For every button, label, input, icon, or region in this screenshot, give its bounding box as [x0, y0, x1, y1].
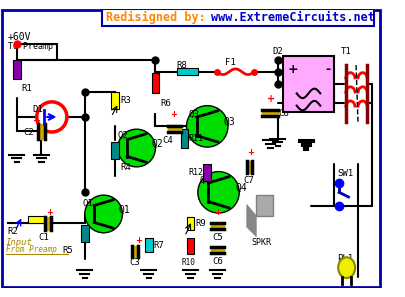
Text: Q4: Q4	[235, 183, 247, 192]
Text: PL1: PL1	[337, 254, 353, 263]
Text: R12: R12	[188, 168, 203, 177]
Text: R4: R4	[121, 163, 131, 172]
Bar	[256, 195, 273, 216]
Text: T1: T1	[341, 47, 352, 56]
Text: SPKR: SPKR	[252, 238, 272, 247]
Text: www.ExtremeCircuits.net: www.ExtremeCircuits.net	[211, 11, 375, 23]
Circle shape	[85, 195, 122, 233]
Text: Q3: Q3	[224, 117, 236, 127]
Bar	[187, 238, 194, 254]
Polygon shape	[247, 205, 256, 237]
Text: C3: C3	[129, 258, 140, 268]
Bar	[132, 246, 139, 257]
Text: Q2: Q2	[151, 138, 163, 148]
Text: C8: C8	[278, 109, 289, 118]
Text: C6: C6	[212, 257, 223, 266]
Text: +: +	[33, 116, 41, 127]
Bar	[111, 92, 119, 109]
Bar	[13, 60, 21, 79]
Bar	[151, 73, 159, 93]
Bar	[187, 217, 194, 230]
Text: R2: R2	[8, 228, 18, 236]
Bar	[102, 9, 374, 26]
Text: R7: R7	[153, 241, 164, 249]
Text: +: +	[135, 236, 142, 245]
Text: SW1: SW1	[337, 169, 353, 178]
Circle shape	[187, 106, 228, 147]
Text: +: +	[247, 148, 254, 157]
Text: +: +	[287, 63, 298, 76]
Text: R10: R10	[182, 257, 196, 266]
Bar	[262, 110, 278, 116]
Text: C2: C2	[23, 129, 34, 138]
Text: Q3: Q3	[188, 110, 199, 119]
Bar	[145, 238, 153, 252]
Text: F1: F1	[226, 58, 236, 67]
Bar	[203, 164, 211, 181]
Bar	[38, 124, 45, 139]
Text: R1: R1	[21, 84, 32, 93]
Text: R6: R6	[160, 99, 171, 108]
Text: Input: Input	[6, 238, 32, 247]
Text: D1: D1	[32, 105, 43, 114]
Text: R11: R11	[188, 134, 203, 143]
Text: R5: R5	[63, 246, 73, 255]
Text: +: +	[46, 208, 53, 217]
Bar	[177, 68, 198, 75]
Text: +: +	[266, 94, 275, 104]
Text: C5: C5	[212, 233, 223, 242]
Text: Q1: Q1	[119, 204, 130, 214]
Bar	[181, 129, 188, 148]
Text: D2: D2	[273, 47, 283, 56]
Ellipse shape	[338, 257, 355, 278]
Bar	[283, 56, 335, 112]
Text: From Preamp: From Preamp	[6, 245, 57, 254]
Circle shape	[198, 172, 239, 213]
Text: C1: C1	[38, 233, 49, 242]
Text: +: +	[214, 208, 221, 217]
Bar	[28, 216, 45, 223]
Bar	[211, 223, 224, 229]
Text: +60V: +60V	[8, 32, 31, 42]
Circle shape	[37, 102, 67, 132]
Text: Q1: Q1	[83, 199, 94, 208]
Text: Redisigned by:: Redisigned by:	[107, 11, 213, 24]
Text: R9: R9	[195, 219, 206, 228]
Bar	[111, 142, 119, 159]
Text: +: +	[171, 110, 177, 119]
Text: C4: C4	[162, 136, 173, 145]
Bar	[168, 126, 181, 132]
Text: -: -	[325, 63, 330, 76]
Text: R8: R8	[177, 61, 187, 69]
Text: R3: R3	[121, 97, 131, 105]
Text: Q2: Q2	[118, 131, 128, 140]
Text: C7: C7	[243, 176, 254, 186]
Bar	[45, 217, 51, 230]
Circle shape	[118, 129, 156, 167]
Text: Q4: Q4	[200, 176, 211, 184]
Bar	[81, 225, 89, 242]
Bar	[211, 247, 224, 252]
Bar	[247, 161, 252, 173]
Text: To Preamp: To Preamp	[8, 42, 53, 51]
